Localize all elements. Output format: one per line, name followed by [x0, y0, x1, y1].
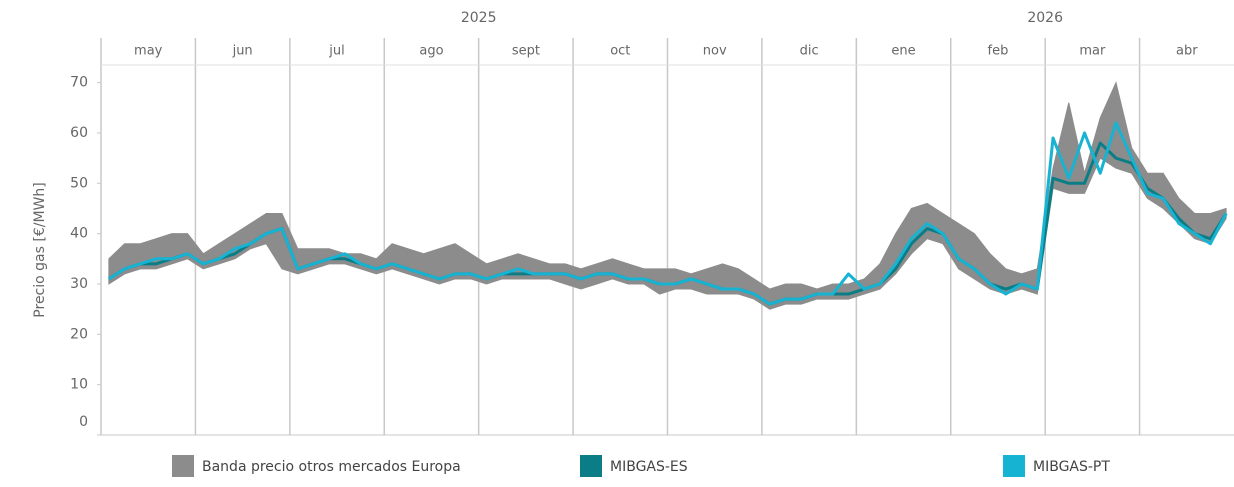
- y-axis-label: Precio gas [€/MWh]: [32, 182, 48, 317]
- legend-label: MIBGAS-ES: [610, 459, 688, 475]
- month-label: dic: [800, 44, 819, 59]
- legend-swatch: [172, 455, 194, 477]
- year-label: 2026: [1027, 10, 1063, 26]
- month-label: feb: [988, 44, 1009, 59]
- month-label: ene: [891, 44, 915, 59]
- month-label: sept: [512, 44, 540, 59]
- month-label: oct: [610, 44, 630, 59]
- y-tick-label: 20: [70, 326, 88, 342]
- month-label: may: [134, 44, 163, 59]
- legend-swatch: [580, 455, 602, 477]
- price-line: [108, 121, 1228, 306]
- y-tick-label: 50: [70, 175, 88, 191]
- year-label: 2025: [461, 10, 497, 26]
- legend-swatch: [1003, 455, 1025, 477]
- month-label: jun: [232, 44, 253, 59]
- y-tick-label: 40: [70, 226, 88, 242]
- y-tick-label: 0: [79, 414, 88, 430]
- price-band: [108, 81, 1227, 310]
- y-tick-label: 70: [70, 75, 88, 91]
- y-tick-label: 30: [70, 276, 88, 292]
- month-label: jul: [328, 44, 344, 59]
- month-label: ago: [419, 44, 443, 59]
- legend-label: Banda precio otros mercados Europa: [202, 459, 461, 475]
- y-tick-label: 60: [70, 125, 88, 141]
- month-label: mar: [1079, 44, 1106, 59]
- month-label: nov: [703, 44, 727, 59]
- month-label: abr: [1176, 44, 1198, 59]
- legend-label: MIBGAS-PT: [1033, 459, 1110, 475]
- y-tick-label: 10: [70, 377, 88, 393]
